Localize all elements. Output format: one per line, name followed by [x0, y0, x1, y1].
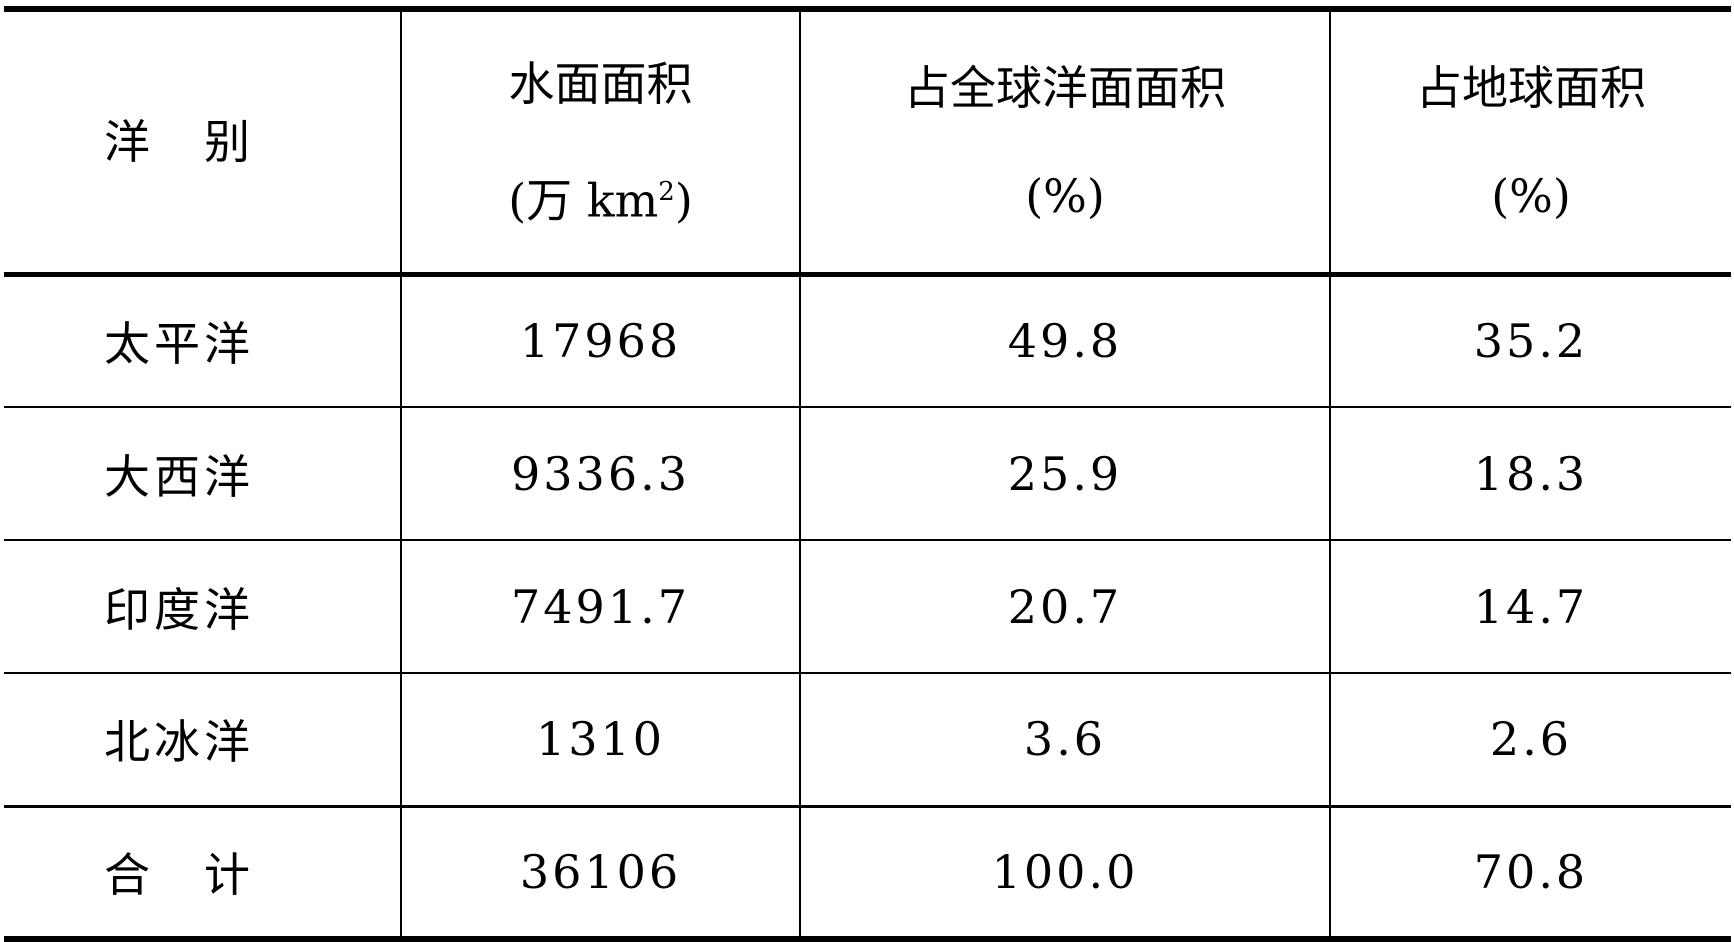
- cell-share-ocean: 3.6: [799, 673, 1330, 806]
- table-row: 印度洋 7491.7 20.7 14.7: [4, 540, 1731, 673]
- cell-ocean: 北冰洋: [104, 715, 254, 770]
- cell-share-ocean: 100.0: [799, 806, 1330, 939]
- header-share-ocean-unit: (%): [1025, 168, 1105, 223]
- cell-share-ocean: 20.7: [799, 540, 1330, 673]
- header-ocean-label: 洋 别: [104, 114, 254, 169]
- cell-ocean: 太平洋: [104, 317, 254, 372]
- cell-share-ocean: 25.9: [799, 407, 1330, 540]
- header-share-earth-label: 占地球面积: [1416, 60, 1646, 115]
- table-row: 北冰洋 1310 3.6 2.6: [4, 673, 1731, 806]
- header-share-ocean: 占全球洋面面积 (%): [799, 6, 1330, 277]
- header-water-area: 水面面积 (万 km2): [400, 6, 800, 277]
- cell-share-ocean: 49.8: [799, 274, 1330, 407]
- header-water-area-unit: (万 km2): [508, 172, 693, 227]
- header-row: 洋 别 水面面积 (万 km2) 占全球洋面面积 (%) 占地球面积 (%): [4, 6, 1731, 277]
- cell-ocean: 大西洋: [104, 449, 254, 504]
- ocean-area-table: 洋 别 水面面积 (万 km2) 占全球洋面面积 (%) 占地球面积 (%) 太…: [4, 6, 1731, 942]
- header-ocean: 洋 别: [4, 6, 401, 277]
- cell-share-earth: 70.8: [1329, 806, 1731, 939]
- cell-share-earth: 14.7: [1329, 540, 1731, 673]
- header-share-ocean-label: 占全球洋面面积: [904, 60, 1226, 115]
- cell-share-earth: 35.2: [1329, 274, 1731, 407]
- cell-total-label: 合 计: [104, 847, 254, 902]
- cell-water-area: 1310: [400, 673, 800, 806]
- table-row: 大西洋 9336.3 25.9 18.3: [4, 407, 1731, 540]
- cell-water-area: 7491.7: [400, 540, 800, 673]
- table-row: 太平洋 17968 49.8 35.2: [4, 274, 1731, 407]
- header-share-earth: 占地球面积 (%): [1329, 6, 1731, 277]
- header-share-earth-unit: (%): [1491, 168, 1571, 223]
- header-water-area-label: 水面面积: [508, 56, 693, 111]
- cell-water-area: 9336.3: [400, 407, 800, 540]
- cell-water-area: 36106: [400, 806, 800, 939]
- cell-share-earth: 2.6: [1329, 673, 1731, 806]
- total-row: 合 计 36106 100.0 70.8: [4, 806, 1731, 939]
- cell-water-area: 17968: [400, 274, 800, 407]
- cell-share-earth: 18.3: [1329, 407, 1731, 540]
- cell-ocean: 印度洋: [104, 582, 254, 637]
